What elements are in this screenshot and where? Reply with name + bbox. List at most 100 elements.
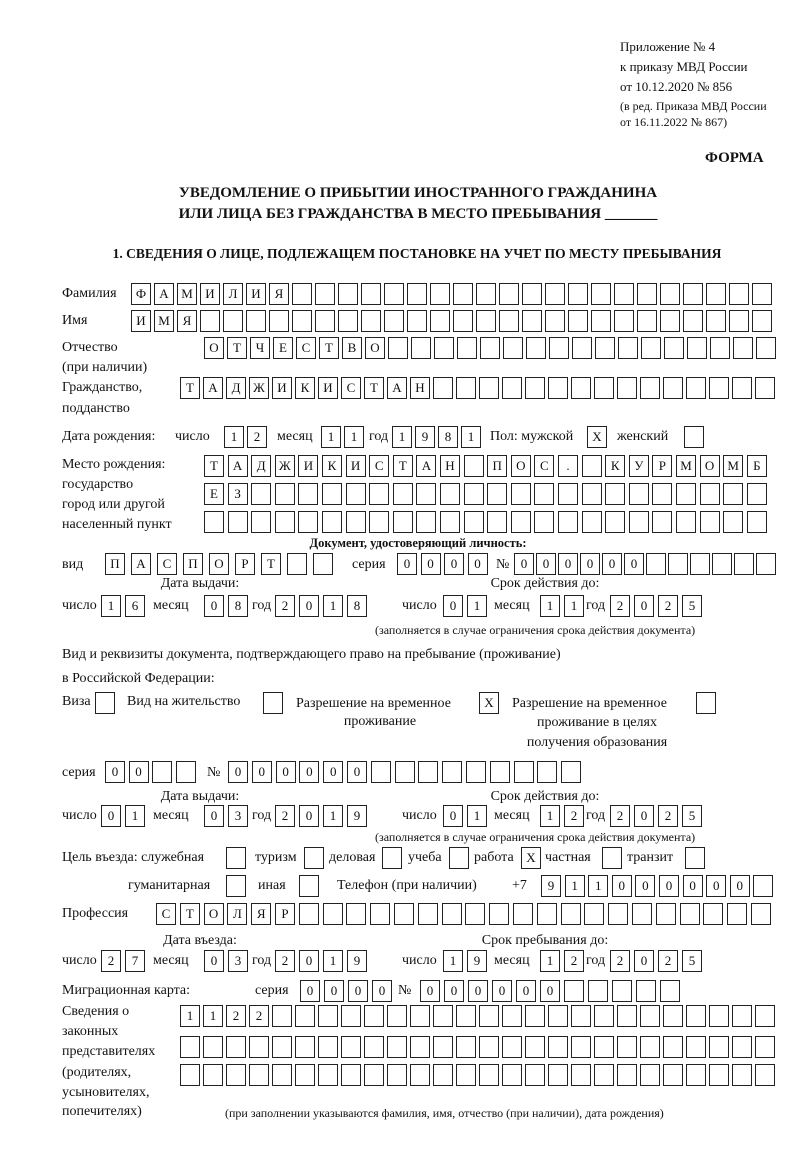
char-cell[interactable]: Ж	[249, 377, 269, 399]
char-cell[interactable]	[706, 310, 726, 332]
purpose-humanitarian-checkbox[interactable]	[226, 875, 246, 897]
char-cell[interactable]	[660, 310, 680, 332]
char-cell[interactable]: Т	[204, 455, 224, 477]
char-cell[interactable]	[594, 1005, 614, 1027]
char-cell[interactable]: 0	[634, 950, 654, 972]
char-cell[interactable]: 2	[275, 805, 295, 827]
char-cell[interactable]: 0	[492, 980, 512, 1002]
char-cell[interactable]	[733, 337, 753, 359]
char-cell[interactable]	[640, 377, 660, 399]
char-cell[interactable]	[463, 483, 484, 505]
char-cell[interactable]: 0	[706, 875, 727, 897]
char-cell[interactable]	[663, 1064, 683, 1086]
sex-female-checkbox[interactable]	[684, 426, 704, 448]
temp-residence-checkbox[interactable]: X	[479, 692, 499, 714]
char-cell[interactable]: 0	[324, 980, 344, 1002]
char-cell[interactable]	[548, 1036, 568, 1058]
char-cell[interactable]	[416, 483, 437, 505]
char-cell[interactable]	[558, 483, 578, 505]
char-cell[interactable]	[732, 1036, 752, 1058]
char-cell[interactable]: И	[200, 283, 220, 305]
char-cell[interactable]: 0	[580, 553, 600, 575]
char-cell[interactable]	[618, 337, 638, 359]
char-cell[interactable]	[322, 903, 343, 925]
char-cell[interactable]: Т	[364, 377, 384, 399]
char-cell[interactable]: 0	[204, 595, 224, 617]
char-cell[interactable]: Т	[180, 377, 200, 399]
char-cell[interactable]	[418, 761, 439, 783]
char-cell[interactable]	[272, 1036, 292, 1058]
char-cell[interactable]	[640, 1036, 660, 1058]
char-cell[interactable]: А	[227, 455, 248, 477]
char-cell[interactable]: 0	[634, 595, 654, 617]
char-cell[interactable]: 0	[300, 980, 320, 1002]
char-cell[interactable]: П	[487, 455, 508, 477]
char-cell[interactable]	[370, 761, 391, 783]
char-cell[interactable]: 9	[347, 805, 367, 827]
char-cell[interactable]	[545, 283, 565, 305]
char-cell[interactable]	[548, 377, 568, 399]
char-cell[interactable]: 5	[682, 595, 702, 617]
char-cell[interactable]: 1	[540, 950, 560, 972]
char-cell[interactable]	[756, 337, 776, 359]
char-cell[interactable]	[274, 511, 295, 533]
char-cell[interactable]	[364, 1036, 384, 1058]
char-cell[interactable]: 1	[540, 805, 560, 827]
char-cell[interactable]	[489, 903, 510, 925]
char-cell[interactable]	[295, 1036, 315, 1058]
char-cell[interactable]	[456, 1064, 476, 1086]
char-cell[interactable]	[686, 1064, 706, 1086]
char-cell[interactable]: 0	[444, 980, 464, 1002]
char-cell[interactable]	[433, 1036, 453, 1058]
char-cell[interactable]	[456, 1036, 476, 1058]
char-cell[interactable]: 1	[323, 805, 343, 827]
char-cell[interactable]	[463, 455, 484, 477]
char-cell[interactable]: С	[369, 455, 390, 477]
char-cell[interactable]	[227, 511, 248, 533]
char-cell[interactable]	[249, 1036, 269, 1058]
char-cell[interactable]: 0	[323, 761, 344, 783]
char-cell[interactable]	[571, 1005, 591, 1027]
char-cell[interactable]	[641, 337, 661, 359]
char-cell[interactable]	[637, 310, 657, 332]
char-cell[interactable]	[537, 761, 558, 783]
char-cell[interactable]: Т	[319, 337, 339, 359]
char-cell[interactable]: 1	[180, 1005, 200, 1027]
char-cell[interactable]: О	[699, 455, 720, 477]
char-cell[interactable]	[251, 511, 272, 533]
char-cell[interactable]	[180, 1064, 200, 1086]
char-cell[interactable]	[663, 377, 683, 399]
char-cell[interactable]	[315, 283, 335, 305]
char-cell[interactable]	[298, 903, 319, 925]
char-cell[interactable]	[338, 283, 358, 305]
char-cell[interactable]	[683, 310, 703, 332]
char-cell[interactable]	[295, 1064, 315, 1086]
char-cell[interactable]: 0	[624, 553, 644, 575]
char-cell[interactable]: И	[131, 310, 151, 332]
char-cell[interactable]: 1	[467, 805, 487, 827]
edu-residence-checkbox[interactable]	[696, 692, 716, 714]
char-cell[interactable]	[384, 310, 404, 332]
char-cell[interactable]	[203, 1036, 223, 1058]
char-cell[interactable]: 0	[299, 950, 319, 972]
char-cell[interactable]	[411, 337, 431, 359]
char-cell[interactable]	[571, 377, 591, 399]
char-cell[interactable]	[410, 1064, 430, 1086]
char-cell[interactable]	[246, 310, 266, 332]
char-cell[interactable]: 2	[275, 595, 295, 617]
char-cell[interactable]	[746, 511, 767, 533]
char-cell[interactable]: Я	[177, 310, 197, 332]
char-cell[interactable]: 2	[610, 950, 630, 972]
char-cell[interactable]: 0	[372, 980, 392, 1002]
char-cell[interactable]: 2	[564, 805, 584, 827]
char-cell[interactable]	[581, 511, 602, 533]
char-cell[interactable]	[652, 511, 673, 533]
char-cell[interactable]	[204, 511, 224, 533]
char-cell[interactable]	[560, 903, 581, 925]
char-cell[interactable]	[453, 310, 473, 332]
char-cell[interactable]	[588, 980, 608, 1002]
char-cell[interactable]	[664, 337, 684, 359]
char-cell[interactable]	[710, 337, 730, 359]
char-cell[interactable]	[407, 283, 427, 305]
char-cell[interactable]	[699, 511, 720, 533]
